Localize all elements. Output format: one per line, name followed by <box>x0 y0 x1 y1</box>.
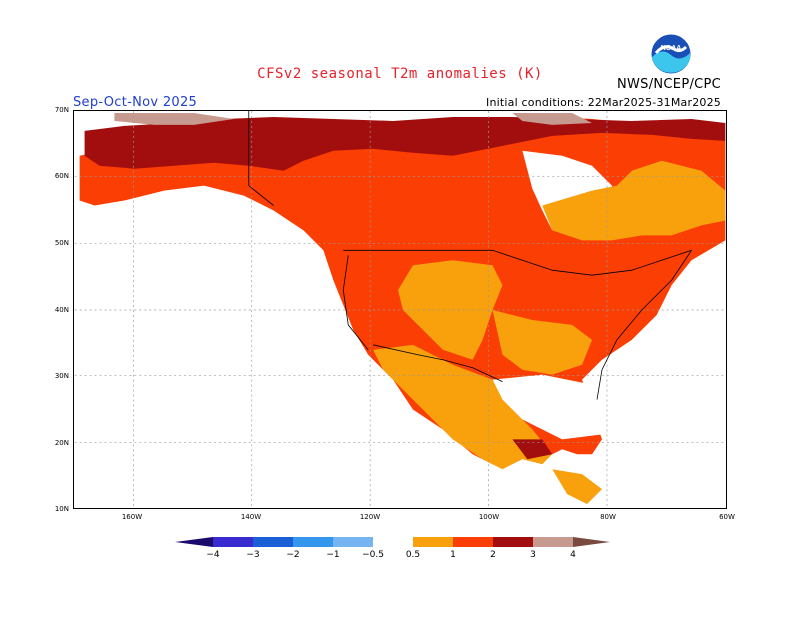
colorbar-arrow-high <box>573 537 610 547</box>
us-canada-border <box>343 249 692 276</box>
lon-label-140w: 140W <box>240 513 262 521</box>
lat-label-40: 40N <box>54 306 69 314</box>
tick-p05: 0.5 <box>406 550 420 560</box>
tick-m3: −3 <box>246 550 259 560</box>
lon-label-60w: 60W <box>719 513 735 521</box>
east-coast <box>596 250 692 400</box>
colorbar-05-1 <box>413 537 453 547</box>
zone-2-3-yucatan <box>512 439 553 460</box>
svg-text:NOAA: NOAA <box>661 45 682 52</box>
noaa-logo-icon: NOAA <box>650 33 692 75</box>
tick-p3: 3 <box>530 550 536 560</box>
map-canvas <box>74 111 726 508</box>
zone-0.5-1-interior-west <box>398 260 503 360</box>
colorbar-2-3 <box>493 537 533 547</box>
lat-label-30: 30N <box>54 372 69 380</box>
colorbar-1-2 <box>453 537 493 547</box>
season-label: Sep-Oct-Nov 2025 <box>73 95 198 110</box>
tick-m4: −4 <box>206 550 220 560</box>
anomaly-map <box>73 110 727 509</box>
anomaly-shading <box>79 112 726 505</box>
tick-p2: 2 <box>490 550 496 560</box>
colorbar-m1-m05 <box>333 537 373 547</box>
lat-label-50: 50N <box>54 239 69 247</box>
colorbar: −4 −3 −2 −1 −0.5 0.5 1 2 3 4 <box>175 537 610 560</box>
tick-p4: 4 <box>570 550 576 560</box>
zone-2-3-north <box>84 116 726 171</box>
zone-0.5-1-central-america <box>552 469 602 505</box>
zone-3-4-arctic-east <box>512 112 593 125</box>
tick-p1: 1 <box>450 550 456 560</box>
lon-label-120w: 120W <box>359 513 381 521</box>
chart-title: CFSv2 seasonal T2m anomalies (K) <box>257 66 543 82</box>
lon-label-160w: 160W <box>121 513 143 521</box>
tick-m1: −1 <box>326 550 339 560</box>
agency-label: NWS/NCEP/CPC <box>617 77 722 92</box>
colorbar-neutral <box>373 537 413 547</box>
lon-label-100w: 100W <box>478 513 500 521</box>
lat-label-20: 20N <box>54 439 69 447</box>
zone-3-4-arctic <box>114 112 234 125</box>
colorbar-m3-m2 <box>253 537 293 547</box>
gulf-of-mexico <box>492 374 617 440</box>
us-mexico-border <box>373 344 503 382</box>
lat-label-60: 60N <box>54 172 69 180</box>
colorbar-m4-m3 <box>213 537 253 547</box>
west-coast <box>342 255 369 351</box>
graticule <box>74 111 726 508</box>
zone-0.5-1-southern-plains <box>492 309 593 375</box>
tick-m2: −2 <box>286 550 299 560</box>
tick-m05: −0.5 <box>362 550 384 560</box>
lat-label-70: 70N <box>54 106 69 114</box>
colorbar-3-4 <box>533 537 573 547</box>
initial-conditions-label: Initial conditions: 22Mar2025-31Mar2025 <box>486 96 721 109</box>
alaska-border <box>248 111 274 206</box>
boundaries <box>248 111 692 400</box>
zone-0.5-1-east-canada <box>542 160 726 241</box>
colorbar-arrow-low <box>175 537 213 547</box>
lat-label-10: 10N <box>54 505 69 513</box>
colorbar-m2-m1 <box>293 537 333 547</box>
lon-label-80w: 80W <box>600 513 616 521</box>
